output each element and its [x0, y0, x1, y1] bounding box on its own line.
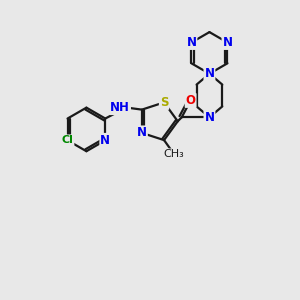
Text: N: N	[204, 111, 214, 124]
Text: N: N	[137, 126, 147, 140]
Text: CH₃: CH₃	[164, 149, 184, 159]
Text: Cl: Cl	[61, 135, 74, 145]
Text: N: N	[223, 36, 232, 49]
Text: S: S	[160, 96, 168, 109]
Text: O: O	[186, 94, 196, 107]
Text: N: N	[186, 36, 197, 49]
Text: N: N	[100, 134, 110, 147]
Text: NH: NH	[110, 101, 130, 114]
Text: N: N	[204, 67, 214, 80]
